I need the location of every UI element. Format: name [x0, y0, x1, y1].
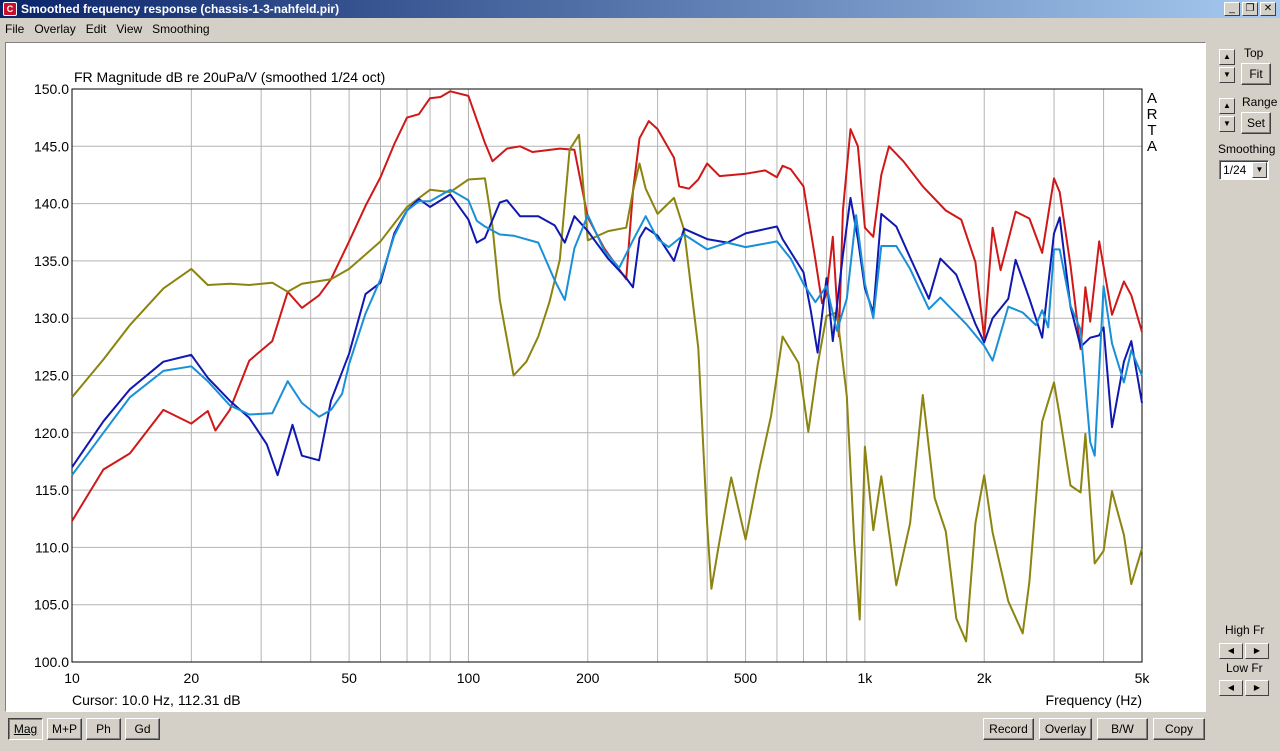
low-fr-left-icon[interactable]: ◀: [1219, 680, 1243, 696]
cursor-readout: Cursor: 10.0 Hz, 112.31 dB: [72, 692, 241, 708]
phase-button[interactable]: Ph: [86, 718, 121, 740]
restore-button[interactable]: ❐: [1242, 2, 1258, 16]
x-tick-label: 10: [64, 670, 80, 686]
close-button[interactable]: ✕: [1260, 2, 1276, 16]
series-line-2: [72, 135, 1142, 642]
high-fr-right-icon[interactable]: ▶: [1245, 643, 1269, 659]
y-tick-label: 105.0: [34, 597, 69, 613]
series-line-1: [72, 91, 1142, 521]
y-tick-label: 100.0: [34, 654, 69, 670]
x-tick-label: 1k: [857, 670, 873, 686]
smoothing-select[interactable]: 1/24 ▼: [1219, 160, 1269, 180]
menu-edit[interactable]: Edit: [85, 21, 107, 36]
set-button[interactable]: Set: [1241, 112, 1271, 134]
range-down-icon[interactable]: ▼: [1219, 116, 1235, 132]
x-tick-label: 50: [341, 670, 357, 686]
low-fr-label: Low Fr: [1226, 661, 1263, 675]
x-tick-label: 200: [576, 670, 600, 686]
chevron-down-icon[interactable]: ▼: [1252, 162, 1267, 178]
y-tick-label: 120.0: [34, 425, 69, 441]
y-tick-label: 140.0: [34, 196, 69, 212]
range-up-icon[interactable]: ▲: [1219, 98, 1235, 114]
frequency-response-chart[interactable]: 100.0 105.0 110.0 115.0 120.0 125.0 130.0 135.0…: [6, 43, 1205, 711]
overlay-button[interactable]: Overlay: [1039, 718, 1092, 740]
mag-button[interactable]: Mag: [8, 718, 43, 740]
smoothing-value: 1/24: [1223, 163, 1247, 177]
copy-button[interactable]: Copy: [1153, 718, 1205, 740]
x-tick-label: 500: [734, 670, 758, 686]
chart-title: FR Magnitude dB re 20uPa/V (smoothed 1/2…: [74, 69, 385, 85]
y-tick-label: 115.0: [35, 482, 69, 498]
record-button[interactable]: Record: [983, 718, 1034, 740]
menu-view[interactable]: View: [116, 21, 143, 36]
x-tick-label: 100: [457, 670, 481, 686]
mag-phase-button[interactable]: M+P: [47, 718, 82, 740]
smoothing-label: Smoothing: [1218, 142, 1276, 156]
x-tick-label: 2k: [977, 670, 993, 686]
y-tick-label: 125.0: [34, 368, 69, 384]
range-label: Range: [1242, 95, 1278, 109]
brand-letter: T: [1147, 122, 1156, 139]
y-tick-label: 145.0: [34, 138, 69, 154]
y-tick-label: 110.0: [35, 539, 69, 555]
bw-button[interactable]: B/W: [1097, 718, 1148, 740]
brand-letter: R: [1147, 106, 1158, 123]
top-down-icon[interactable]: ▼: [1219, 67, 1235, 83]
plot-frame: [71, 88, 1143, 663]
group-delay-button[interactable]: Gd: [125, 718, 160, 740]
high-fr-left-icon[interactable]: ◀: [1219, 643, 1243, 659]
fit-button[interactable]: Fit: [1241, 63, 1271, 85]
plot-area[interactable]: 100.0 105.0 110.0 115.0 120.0 125.0 130.0 135.0…: [5, 42, 1206, 712]
brand-letter: A: [1147, 138, 1157, 155]
menu-file[interactable]: File: [5, 21, 25, 36]
y-tick-label: 150.0: [34, 81, 69, 97]
low-fr-right-icon[interactable]: ▶: [1245, 680, 1269, 696]
y-tick-label: 135.0: [34, 253, 69, 269]
brand-letter: A: [1147, 90, 1157, 107]
menu-smoothing[interactable]: Smoothing: [152, 21, 210, 36]
app-icon: C: [3, 2, 17, 16]
title-bar: C Smoothed frequency response (chassis-1…: [0, 0, 1280, 18]
menu-bar: File Overlay Edit View Smoothing: [0, 19, 1280, 38]
y-tick-label: 130.0: [34, 310, 69, 326]
top-up-icon[interactable]: ▲: [1219, 49, 1235, 65]
x-tick-label: 5k: [1135, 670, 1151, 686]
menu-overlay[interactable]: Overlay: [34, 21, 76, 36]
x-tick-label: 20: [184, 670, 200, 686]
minimize-button[interactable]: _: [1224, 2, 1240, 16]
window-title: Smoothed frequency response (chassis-1-3…: [21, 2, 340, 16]
high-fr-label: High Fr: [1225, 623, 1265, 637]
top-label: Top: [1244, 46, 1264, 60]
x-axis-label: Frequency (Hz): [1046, 692, 1142, 708]
